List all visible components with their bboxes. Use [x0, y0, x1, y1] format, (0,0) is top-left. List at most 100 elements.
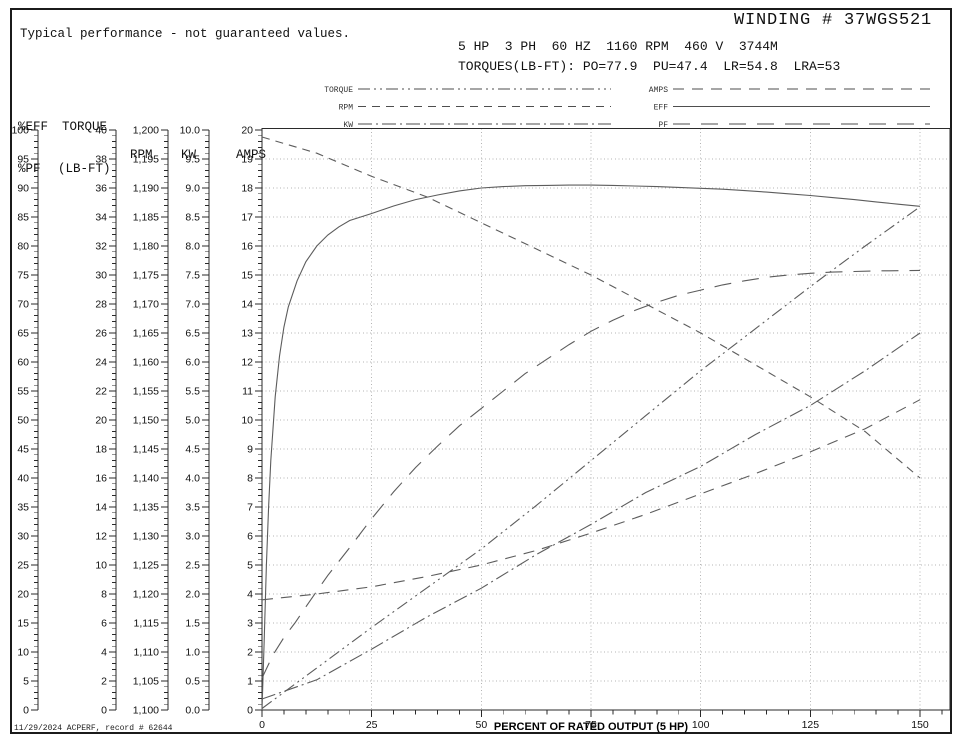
curve-rpm [261, 136, 921, 479]
y-tick-label: 7 [247, 502, 253, 514]
y-tick-label: 3.5 [185, 502, 200, 514]
y-tick-label: 0.5 [185, 676, 200, 688]
y-tick-label: 28 [95, 299, 107, 311]
y-tick-label: 0 [247, 705, 253, 717]
y-tick-label: 65 [17, 328, 29, 340]
axis-header-eff-pf: %EFF %PF [18, 92, 48, 204]
y-tick-label: 14 [95, 502, 107, 514]
y-tick-label: 26 [95, 328, 107, 340]
y-tick-label: 16 [95, 473, 107, 485]
y-tick-label: 40 [17, 473, 29, 485]
y-tick-label: 38 [95, 154, 107, 166]
y-tick-label: 1,100 [133, 705, 159, 717]
y-tick-label: 3.0 [185, 531, 200, 543]
y-tick-label: 90 [17, 183, 29, 195]
curve-kw [261, 332, 921, 700]
y-tick-label: 22 [95, 386, 107, 398]
y-tick-label: 15 [17, 618, 29, 630]
y-tick-label: 1,115 [134, 618, 160, 630]
y-tick-label: 9.5 [185, 154, 200, 166]
y-axis-rpm: 1,200 1,195 1,190 1,185 1,180 1,175 1,170 1,165… [133, 125, 169, 717]
y-tick-label: 2.5 [185, 560, 200, 572]
curve-eff [261, 184, 921, 711]
axis-header-line: KW [181, 148, 197, 162]
y-tick-label: 1,170 [133, 299, 159, 311]
y-tick-label: 6 [247, 531, 253, 543]
y-tick-label: 9 [247, 444, 253, 456]
torques-spec-line: TORQUES(LB-FT): PO=77.9 PU=47.4 LR=54.8 … [458, 59, 841, 74]
legend: TORQUE RPM KW AMPS EFF PF [324, 86, 930, 130]
page-border [10, 8, 952, 734]
y-tick-label: 20 [241, 125, 253, 137]
y-tick-label: 20 [95, 415, 107, 427]
axis-header-line: (LB-FT) [58, 162, 111, 176]
y-tick-label: 1,140 [133, 473, 159, 485]
axis-header-line: %EFF [18, 120, 49, 134]
y-tick-label: 40 [95, 125, 107, 137]
y-tick-label: 12 [241, 357, 253, 369]
y-tick-label: 14 [241, 299, 253, 311]
y-tick-label: 1,195 [133, 154, 159, 166]
y-tick-label: 17 [241, 212, 253, 224]
winding-title: WINDING # 37WGS521 [734, 11, 933, 30]
y-tick-label: 45 [17, 444, 29, 456]
y-tick-label: 1,190 [133, 183, 159, 195]
y-tick-label: 18 [95, 444, 107, 456]
y-tick-label: 50 [17, 415, 29, 427]
axis-header-kw: KW [181, 92, 211, 190]
y-tick-label: 1.0 [185, 647, 200, 659]
x-axis-title: PERCENT OF RATED OUTPUT (5 HP) [493, 721, 689, 733]
y-tick-label: 8.0 [185, 241, 200, 253]
y-tick-label: 5.5 [185, 386, 200, 398]
x-tick-label: 25 [366, 719, 378, 731]
y-tick-label: 4 [247, 589, 253, 601]
y-tick-label: 1,125 [133, 560, 159, 572]
y-tick-label: 8 [247, 473, 253, 485]
y-tick-label: 20 [17, 589, 29, 601]
y-tick-label: 0 [23, 705, 29, 717]
y-tick-label: 2.0 [185, 589, 200, 601]
y-tick-label: 85 [17, 212, 29, 224]
y-tick-label: 15 [241, 270, 253, 282]
y-tick-label: 1,175 [133, 270, 159, 282]
grid-lines [262, 128, 950, 710]
y-tick-label: 1,185 [133, 212, 159, 224]
y-tick-label: 1,180 [133, 241, 159, 253]
y-axis-kw: 10.0 9.5 9.0 8.5 8.0 7.5 7.0 6.5 6.0 5.5 5.0 4.5 4.0… [180, 125, 210, 717]
y-tick-label: 75 [17, 270, 29, 282]
y-tick-label: 5 [247, 560, 253, 572]
y-tick-label: 9.0 [185, 183, 200, 195]
y-tick-label: 12 [95, 531, 107, 543]
y-tick-label: 34 [95, 212, 107, 224]
y-tick-label: 2 [247, 647, 253, 659]
y-tick-label: 1,145 [133, 444, 159, 456]
x-tick-label: 100 [692, 719, 710, 731]
curve-amps [261, 399, 921, 601]
y-tick-label: 4.5 [185, 444, 200, 456]
y-tick-label: 8.5 [185, 212, 200, 224]
legend-label-kw: KW [343, 121, 353, 130]
y-tick-label: 80 [17, 241, 29, 253]
disclaimer-note: Typical performance - not guaranteed val… [20, 27, 351, 41]
y-tick-label: 18 [241, 183, 253, 195]
motor-spec-line: 5 HP 3 PH 60 HZ 1160 RPM 460 V 3744M [458, 39, 778, 54]
y-tick-label: 1 [247, 676, 253, 688]
y-axis-eff_pf: 1009590858075706560555045403530252015105… [11, 125, 39, 717]
y-tick-label: 4.0 [185, 473, 200, 485]
y-tick-label: 10 [17, 647, 29, 659]
y-tick-label: 11 [242, 386, 253, 398]
y-tick-label: 10.0 [180, 125, 201, 137]
x-tick-label: 50 [475, 719, 487, 731]
y-tick-label: 30 [95, 270, 107, 282]
y-tick-label: 1,160 [133, 357, 159, 369]
y-tick-label: 24 [95, 357, 107, 369]
legend-label-eff: EFF [654, 104, 669, 113]
legend-label-pf: PF [658, 121, 668, 130]
curve-pf [261, 269, 921, 679]
y-tick-label: 3 [247, 618, 253, 630]
y-tick-label: 16 [241, 241, 253, 253]
y-tick-label: 1,150 [133, 415, 159, 427]
